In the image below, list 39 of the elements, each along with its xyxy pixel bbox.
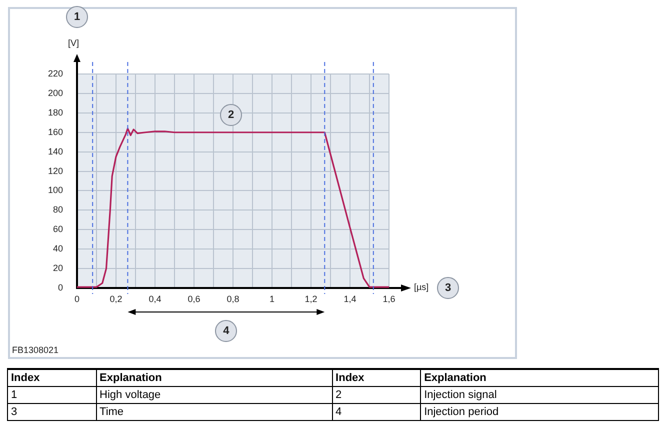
y-tick-label: 120 <box>48 166 63 176</box>
y-tick-label: 40 <box>52 244 63 254</box>
x-tick-label: 0,6 <box>188 294 200 304</box>
x-tick-label: 1,2 <box>304 294 318 304</box>
x-axis-title: [µs] <box>414 282 429 292</box>
x-tick-label: 0,4 <box>148 294 162 304</box>
y-tick-label: 140 <box>48 146 63 156</box>
numbered-circle: 4 <box>215 320 238 342</box>
x-tick-label: 1,6 <box>382 294 396 304</box>
y-tick-label: 0 <box>58 282 63 292</box>
y-tick-label: 160 <box>48 126 63 137</box>
x-tick-label: 0 <box>74 294 80 304</box>
y-tick-label: 220 <box>48 68 63 78</box>
numbered-circle: 3 <box>437 277 459 299</box>
text: Index <box>8 369 96 386</box>
x-tick-label: 1,4 <box>344 294 356 304</box>
text: Index <box>332 369 421 386</box>
x-tick-label: 0,8 <box>226 294 240 304</box>
text: 1 <box>8 386 96 404</box>
text: FB1308021 <box>12 345 59 355</box>
y-axis-title: [V] <box>68 38 80 48</box>
text: 3 <box>8 404 96 420</box>
y-tick-label: 80 <box>52 204 63 215</box>
numbered-circle: 1 <box>66 6 88 28</box>
text: Explanation <box>96 369 332 386</box>
text: Injection signal <box>420 386 658 404</box>
y-tick-label: 20 <box>52 263 63 274</box>
y-tick-label: 200 <box>48 88 63 98</box>
y-tick-label: 60 <box>52 224 63 234</box>
y-tick-label: 180 <box>48 107 63 118</box>
x-tick-label: 0,2 <box>110 294 122 304</box>
text: Explanation <box>420 369 658 386</box>
text: Injection period <box>420 404 658 420</box>
text: 2 <box>332 386 421 404</box>
text: 4 <box>332 404 421 420</box>
x-tick-label: 1 <box>269 294 275 304</box>
text: High voltage <box>96 386 332 404</box>
y-tick-label: 100 <box>48 185 63 196</box>
text: Time <box>96 404 332 420</box>
